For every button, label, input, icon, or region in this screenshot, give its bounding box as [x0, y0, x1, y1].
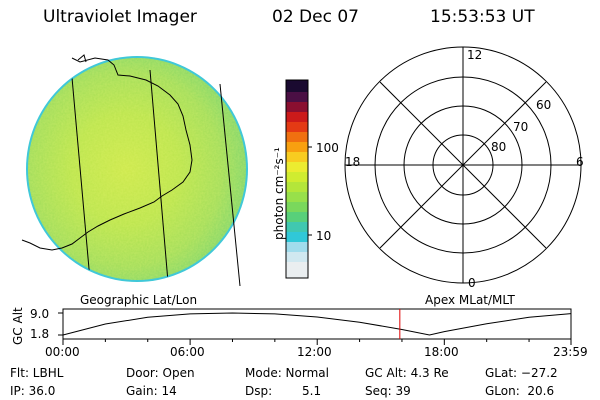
colorbar-unit-label: photon cm⁻²s⁻¹ [272, 147, 286, 240]
polar-plot [344, 46, 582, 284]
orbit-x-ticks [62, 339, 572, 345]
orbit-xtick-12: 12:00 [297, 345, 332, 359]
mlat-label-70: 70 [513, 120, 529, 134]
orbit-plot-frame [62, 308, 572, 340]
mlt-label-0: 0 [468, 276, 476, 290]
seq-info: Seq: 39 [365, 384, 411, 398]
geographic-grid [69, 57, 169, 281]
orbit-xtick-6: 06:00 [170, 345, 205, 359]
orbit-xtick-24: 23:59 [553, 345, 588, 359]
orbit-strip [58, 308, 572, 345]
colorbar-tick-100: 100 [316, 141, 339, 155]
orbit-ytick-bottom: 1.8 [30, 327, 50, 341]
gain-info: Gain: 14 [126, 384, 177, 398]
mlt-label-12: 12 [467, 48, 483, 62]
orbit-altitude-line [62, 312, 572, 336]
dsp-info: Dsp: [245, 384, 273, 398]
orbit-xtick-18: 18:00 [424, 345, 459, 359]
geographic-label: Geographic Lat/Lon [80, 293, 198, 307]
glat-info: GLat: −27.2 [485, 366, 558, 380]
mlat-label-60: 60 [536, 98, 552, 112]
gc-alt-info: GC Alt: 4.3 Re [365, 366, 449, 380]
uv-image-disk [21, 54, 248, 287]
continent-outline [21, 57, 193, 251]
ip-info: IP: 36.0 [10, 384, 56, 398]
filter-info: Flt: LBHL [10, 366, 64, 380]
orbit-ylabel: GC Alt [11, 307, 25, 345]
meridian-line [219, 83, 241, 287]
colorbar-tick-10: 10 [316, 229, 332, 243]
colorbar [285, 79, 312, 279]
date-label: 02 Dec 07 [272, 7, 359, 27]
mlt-label-18: 18 [345, 155, 361, 169]
door-info: Door: Open [126, 366, 195, 380]
mlt-label-6: 6 [576, 155, 584, 169]
mode-info: Mode: Normal [245, 366, 329, 380]
dsp-value: 5.1 [302, 384, 322, 398]
mlat-label-80: 80 [491, 140, 507, 154]
time-label: 15:53:53 UT [430, 7, 535, 27]
polar-diagonal-2 [379, 81, 547, 249]
orbit-ytick-top: 9.0 [30, 307, 50, 321]
coast-fragment [77, 54, 87, 63]
apex-label: Apex MLat/MLT [425, 293, 515, 307]
glon-info: GLon: 20.6 [485, 384, 555, 398]
instrument-title: Ultraviolet Imager [43, 7, 197, 27]
orbit-xtick-0: 00:00 [45, 345, 80, 359]
